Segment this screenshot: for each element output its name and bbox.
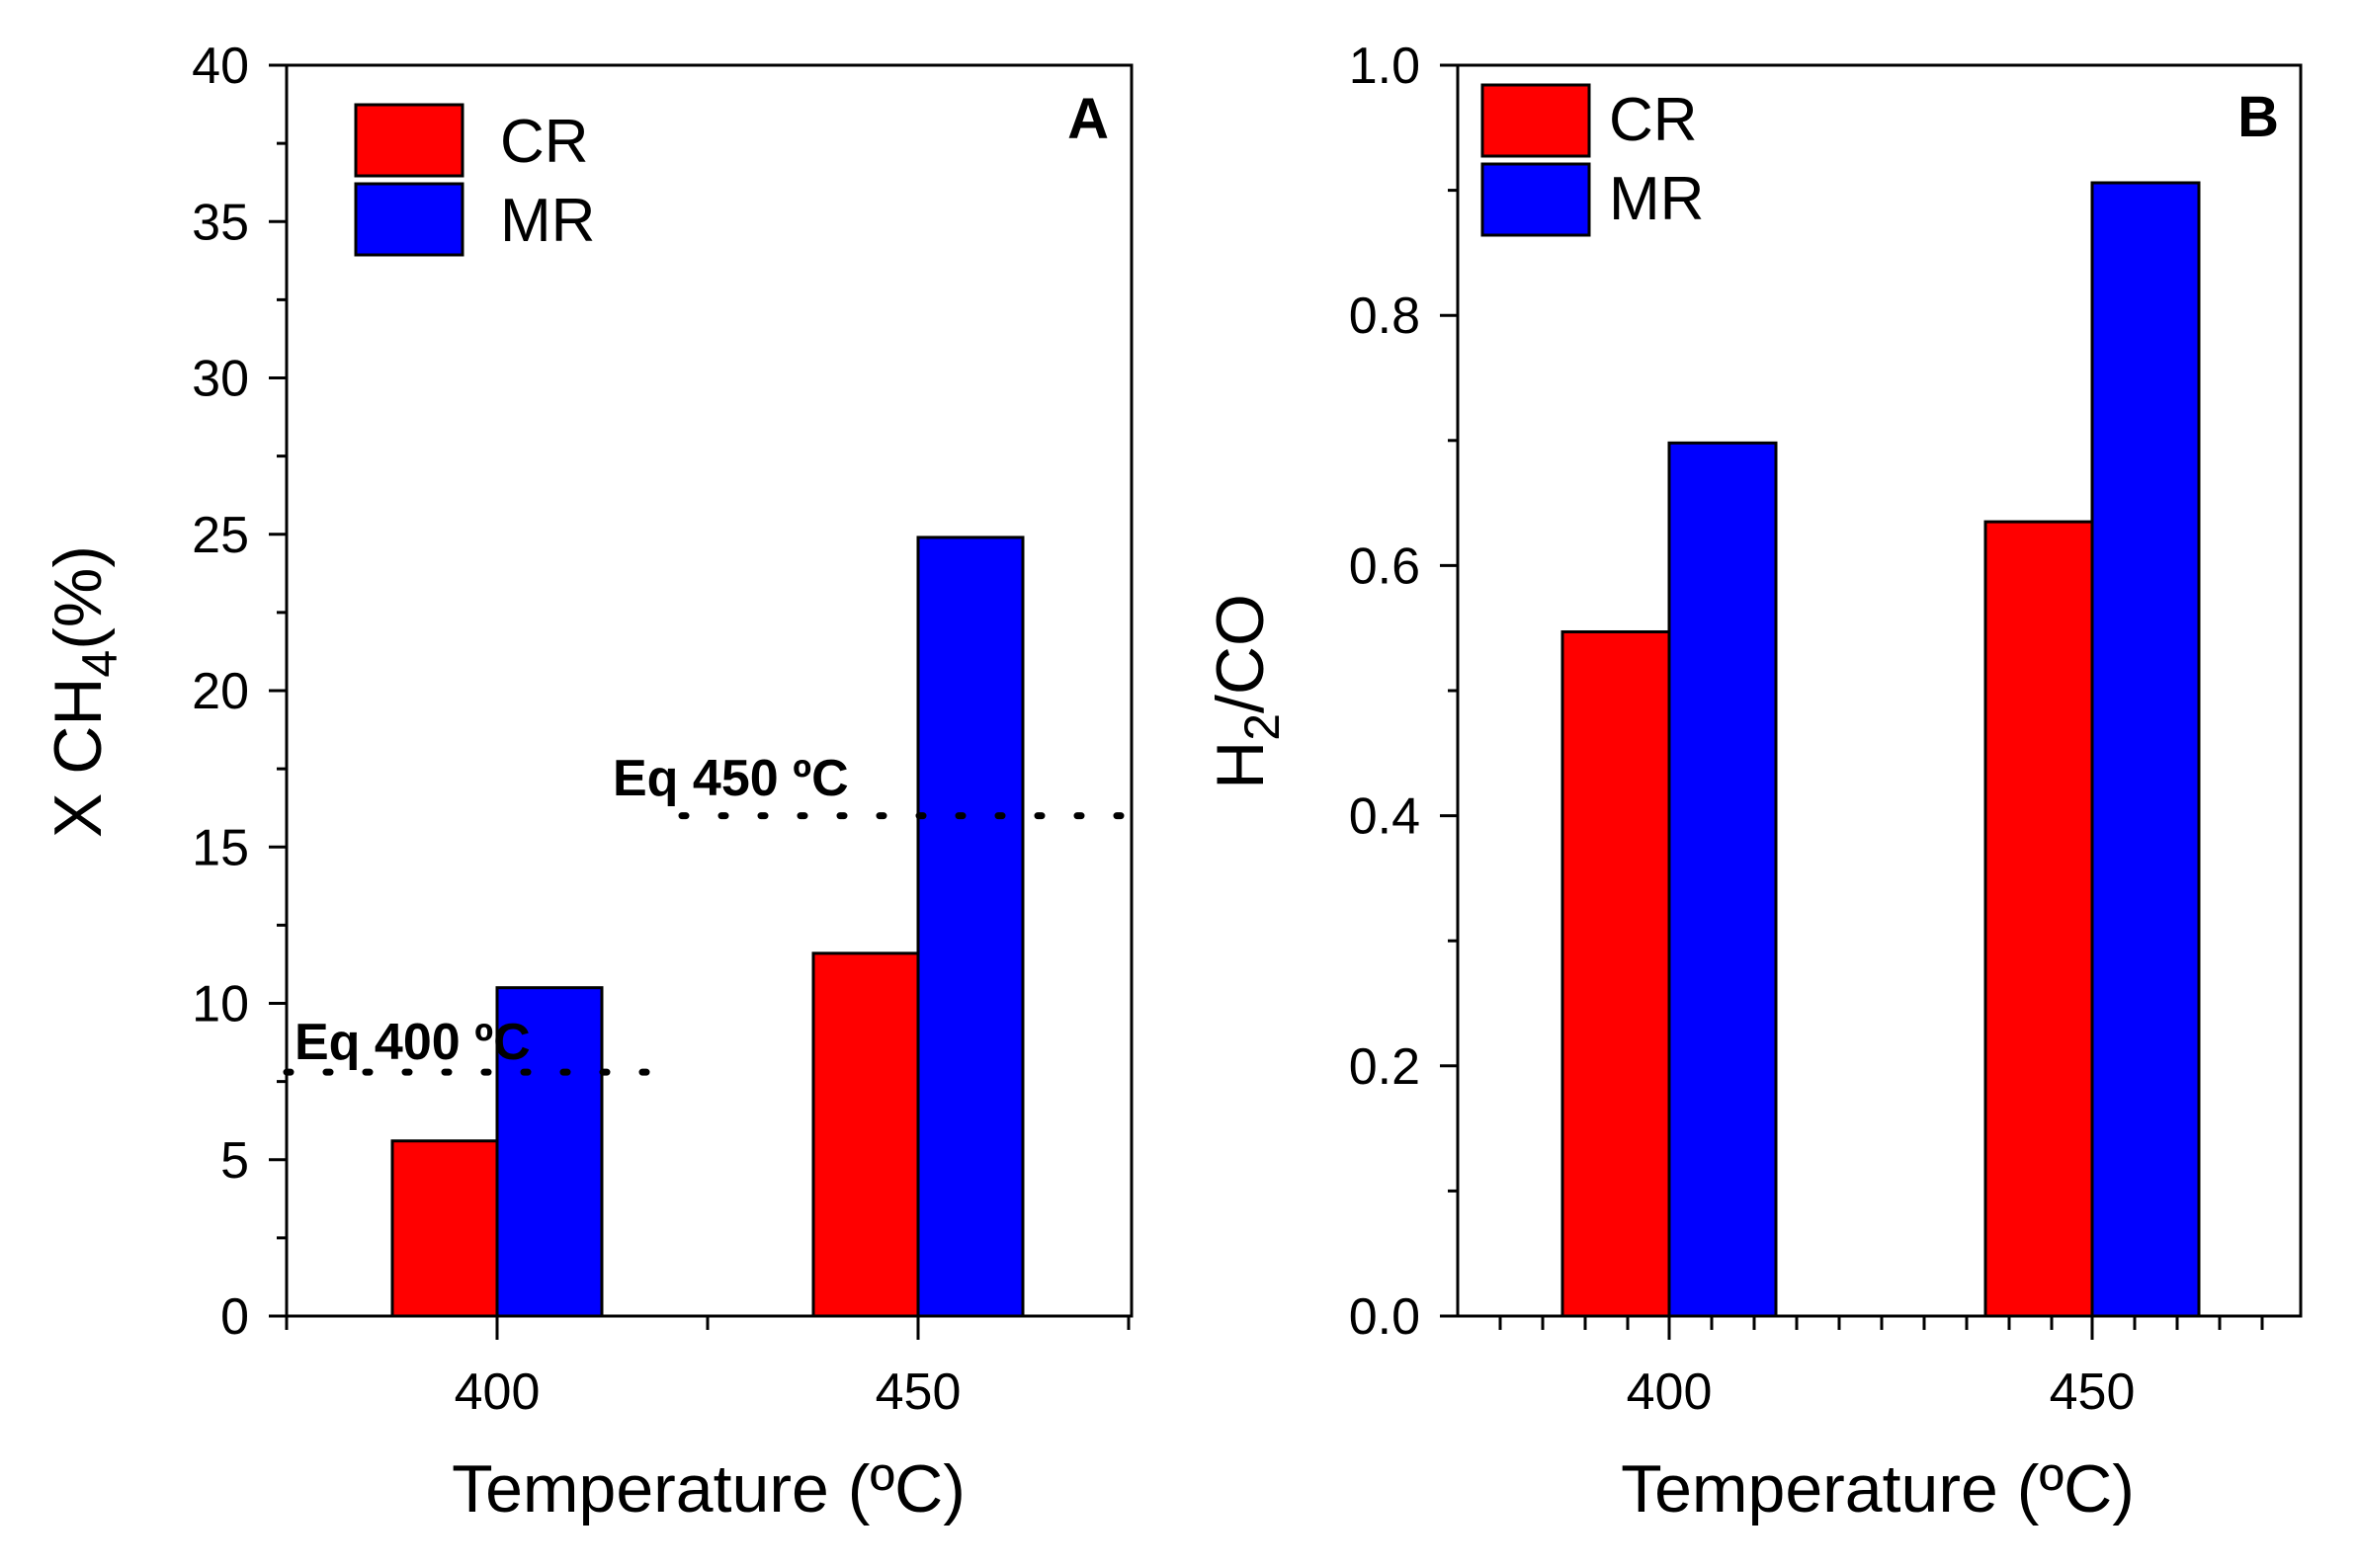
- panel-b-legend-swatch-mr: [1480, 162, 1591, 237]
- panel-a-bar-mr-450: [916, 536, 1025, 1318]
- panel-b-x-tick-labels: 400 450: [1627, 1363, 2136, 1421]
- panel-b-x-tick-label-450: 450: [2050, 1363, 2136, 1421]
- panel-b-y-tick-label: 0.6: [1349, 537, 1420, 595]
- panel-a-eq-label-450: Eq 450 ºC: [613, 750, 849, 807]
- panel-a-eq-label-400: Eq 400 ºC: [295, 1014, 531, 1071]
- panel-a-x-ticks: [285, 1316, 1131, 1340]
- panel-a-legend-swatch-mr: [354, 182, 464, 257]
- panel-b-bar-mr-450: [2090, 181, 2201, 1318]
- panel-a-x-tick-labels: 400 450: [455, 1363, 962, 1421]
- panel-b-y-tick-label: 1.0: [1349, 38, 1420, 95]
- panel-b-legend-label-mr: MR: [1609, 165, 1704, 233]
- panel-a-y-axis-title: X CH4(%): [41, 545, 127, 838]
- panel-a-y-tick-label: 10: [192, 976, 249, 1033]
- panel-a-y-tick-labels: 0 5 10 15 20 25 30 35 40: [192, 38, 249, 1346]
- panel-b-bar-cr-400: [1560, 629, 1671, 1318]
- panel-b-y-ticks: [1440, 63, 1458, 1318]
- panel-a-letter: A: [1067, 87, 1109, 151]
- panel-a-legend-label-mr: MR: [500, 187, 595, 255]
- panel-a-bars: [390, 536, 1025, 1318]
- panel-b: 0.0 0.2 0.4 0.6 0.8 1.0 400 450 H2/CO Temperat…: [1203, 38, 2303, 1527]
- panel-a-y-tick-label: 15: [192, 819, 249, 876]
- panel-a-y-tick-label: 30: [192, 351, 249, 408]
- panel-a-y-tick-label: 0: [220, 1288, 249, 1346]
- panel-b-legend-swatch-cr: [1480, 83, 1591, 158]
- panel-b-y-tick-labels: 0.0 0.2 0.4 0.6 0.8 1.0: [1349, 38, 1420, 1346]
- panel-a-legend-label-cr: CR: [500, 108, 589, 176]
- panel-a-equilibrium-lines: [283, 812, 1133, 1076]
- panel-a-y-tick-label: 5: [220, 1132, 249, 1190]
- panel-a-bar-mr-400: [495, 986, 604, 1318]
- panel-b-legend: CR MR: [1480, 83, 1704, 237]
- panel-b-bars: [1560, 181, 2201, 1318]
- panel-a-legend-swatch-cr: [354, 103, 464, 178]
- panel-b-y-tick-label: 0.8: [1349, 288, 1420, 345]
- panel-b-legend-label-cr: CR: [1609, 86, 1698, 154]
- panel-b-y-tick-label: 0.0: [1349, 1288, 1420, 1346]
- panel-b-x-tick-label-400: 400: [1627, 1363, 1713, 1421]
- panel-a-x-tick-label-400: 400: [455, 1363, 541, 1421]
- panel-b-y-tick-label: 0.2: [1349, 1038, 1420, 1096]
- panel-b-bar-mr-400: [1667, 441, 1778, 1318]
- panel-a-equilibrium-labels: Eq 400 ºC Eq 450 ºC: [295, 750, 849, 1071]
- panel-b-y-tick-label: 0.4: [1349, 788, 1420, 846]
- panel-a-y-tick-label: 25: [192, 507, 249, 564]
- panel-a-legend: CR MR: [354, 103, 595, 257]
- panel-a-y-tick-label: 20: [192, 663, 249, 720]
- panel-a-y-ticks: [269, 63, 287, 1318]
- panel-b-x-axis-title: Temperature (ºC): [1621, 1451, 2135, 1527]
- panel-a-bar-cr-450: [811, 951, 920, 1318]
- panel-b-letter: B: [2237, 85, 2279, 149]
- panel-a-bar-cr-400: [390, 1139, 499, 1318]
- panel-a-y-tick-label: 40: [192, 38, 249, 95]
- panel-a: 0 5 10 15 20 25 30 35 40 400 450 Eq 400 ºC Eq 450 …: [41, 38, 1134, 1527]
- panel-a-y-tick-label: 35: [192, 194, 249, 251]
- panel-a-x-tick-label-450: 450: [876, 1363, 962, 1421]
- panel-b-y-axis-title: H2/CO: [1203, 594, 1290, 789]
- panel-a-x-axis-title: Temperature (ºC): [452, 1451, 966, 1527]
- panel-b-x-ticks: [1498, 1316, 2264, 1340]
- panel-b-bar-cr-450: [1983, 520, 2094, 1318]
